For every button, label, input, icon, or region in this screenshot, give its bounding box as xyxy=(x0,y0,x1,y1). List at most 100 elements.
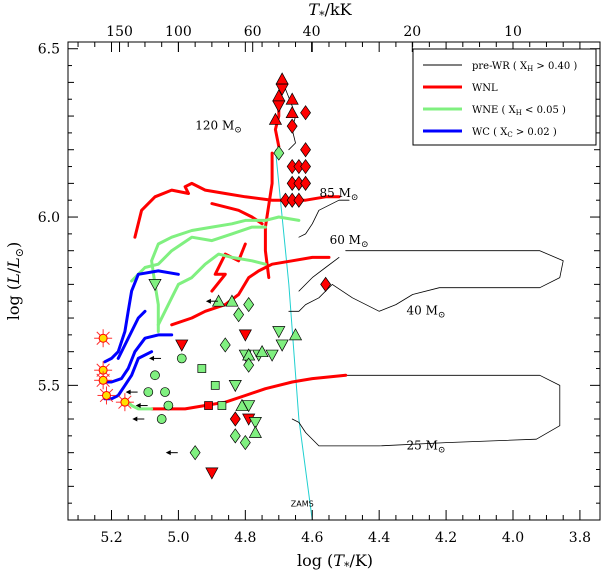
star-marker-tri-up xyxy=(268,112,283,125)
track-wc xyxy=(116,309,147,360)
star-marker-diamond xyxy=(243,296,255,313)
star-marker-tri-down xyxy=(265,349,279,362)
x-tick-label: 5.0 xyxy=(167,530,189,546)
y-tick-label: 6.5 xyxy=(38,42,60,58)
axis-ticks: 5.2 5.0 4.8 4.6 4.4 4.2 4.0 3.8 5.5 6.0 6.5 150 100 6… xyxy=(38,24,600,546)
star-marker-tri-up xyxy=(248,425,262,438)
x-axis-title: log (T*/K) xyxy=(297,551,373,571)
track-labels: 120 M⊙ 85 M⊙ 60 M⊙ 40 M⊙ 25 M⊙ ZAMS xyxy=(195,119,445,509)
track-pre-wr xyxy=(298,199,350,238)
track-wne xyxy=(156,252,267,327)
legend: pre-WR ( XH > 0.40 ) WNL WNE ( XH < 0.05 )… xyxy=(412,48,597,146)
track-wc xyxy=(103,350,154,401)
star-marker-circle xyxy=(160,387,170,397)
y-tick-label: 6.0 xyxy=(38,210,60,226)
arrow-mark xyxy=(125,389,138,395)
track-mass-label: 40 M⊙ xyxy=(407,304,446,321)
track-wne xyxy=(123,397,154,411)
star-marker-diamond xyxy=(243,357,255,373)
star-marker-circle xyxy=(150,370,160,381)
top-tick-label: 150 xyxy=(106,24,133,40)
starburst-marker xyxy=(97,386,116,405)
star-marker-diamond xyxy=(293,192,305,208)
star-marker-square xyxy=(217,401,227,410)
track-pre-wr xyxy=(288,250,564,312)
star-marker-tri-down xyxy=(272,326,286,339)
x-tick-label: 5.2 xyxy=(100,530,122,546)
star-marker-diamond xyxy=(273,145,285,161)
star-marker-tri-up xyxy=(255,344,269,358)
y-tick-label: 5.5 xyxy=(38,378,60,394)
x-tick-label: 4.8 xyxy=(234,530,256,546)
plot-frame xyxy=(67,41,601,521)
arrow-mark xyxy=(149,355,162,361)
x-tick-label: 3.8 xyxy=(569,530,591,546)
arrow-mark xyxy=(132,416,145,422)
top-tick-label: 60 xyxy=(244,24,262,40)
star-marker-tri-down xyxy=(205,467,219,480)
x-tick-label: 4.6 xyxy=(301,530,323,546)
legend-label: WNE ( XH < 0.05 ) xyxy=(472,105,566,117)
top-tick-label: 40 xyxy=(303,24,321,40)
star-marker-diamond xyxy=(239,434,251,451)
starburst-marker xyxy=(115,393,134,412)
star-marker-tri-up xyxy=(285,92,299,105)
star-marker-tri-up xyxy=(288,328,303,341)
legend-label: pre-WR ( XH > 0.40 ) xyxy=(472,61,577,73)
track-wc xyxy=(103,269,180,364)
top-axis-title: T*/kK xyxy=(308,0,352,22)
star-marker-tri-down xyxy=(272,100,286,113)
x-tick-label: 4.0 xyxy=(502,530,524,546)
star-marker-diamond xyxy=(219,337,231,353)
star-marker-tri-down xyxy=(248,417,262,430)
star-marker-diamond xyxy=(286,118,298,134)
arrow-mark xyxy=(135,403,148,409)
star-marker-circle xyxy=(176,353,187,364)
star-marker-tri-down xyxy=(228,380,242,393)
star-marker-circle xyxy=(156,414,167,424)
top-tick-label: 10 xyxy=(504,24,522,40)
star-marker-tri-down xyxy=(242,400,256,413)
star-marker-diamond xyxy=(189,445,201,461)
observed-stars xyxy=(94,72,332,480)
arrow-mark xyxy=(205,298,218,304)
star-marker-diamond xyxy=(300,105,311,121)
star-marker-square xyxy=(204,401,213,410)
star-marker-diamond xyxy=(300,142,311,158)
track-wnl xyxy=(150,373,348,411)
star-marker-diamond xyxy=(233,307,245,323)
track-mass-label: 85 M⊙ xyxy=(320,186,359,203)
star-marker-diamond xyxy=(229,411,241,427)
star-marker-tri-down xyxy=(238,329,252,342)
track-mass-label: 120 M⊙ xyxy=(195,119,242,136)
track-pre-wr xyxy=(298,256,340,292)
top-tick-label: 100 xyxy=(165,24,192,40)
star-marker-tri-down xyxy=(148,279,162,292)
star-marker-circle xyxy=(143,387,154,397)
track-wnl xyxy=(170,255,331,327)
track-wc xyxy=(103,333,174,384)
top-tick-label: 20 xyxy=(403,24,421,40)
star-marker-tri-down xyxy=(175,339,189,352)
zams-label: ZAMS xyxy=(291,500,314,509)
starburst-marker xyxy=(94,371,113,390)
legend-label: WC ( XC > 0.02 ) xyxy=(472,127,557,139)
legend-label: WNL xyxy=(472,83,498,94)
star-marker-tri-down xyxy=(275,83,289,96)
star-marker-tri-down xyxy=(275,339,289,352)
star-marker-diamond xyxy=(320,276,332,292)
starburst-marker xyxy=(94,329,113,348)
star-marker-diamond xyxy=(229,428,241,444)
track-pre-wr xyxy=(291,374,561,447)
track-wne xyxy=(130,225,267,283)
star-marker-square xyxy=(197,364,207,373)
star-marker-tri-up xyxy=(285,105,299,119)
track-mass-label: 25 M⊙ xyxy=(407,438,446,455)
arrow-mark xyxy=(165,450,178,456)
star-marker-circle xyxy=(163,400,174,411)
star-marker-diamond xyxy=(300,175,311,191)
star-marker-square xyxy=(210,381,220,390)
x-tick-label: 4.4 xyxy=(368,530,390,546)
star-marker-diamond xyxy=(300,158,311,175)
